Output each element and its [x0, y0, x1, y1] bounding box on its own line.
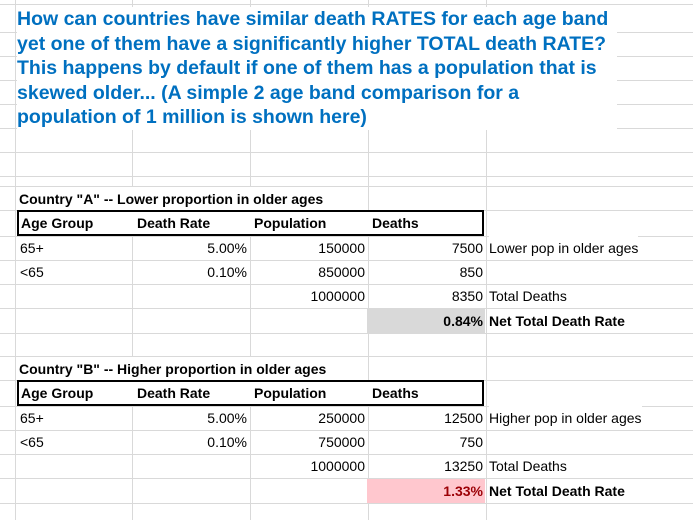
- table-a-row2-age[interactable]: <65: [20, 264, 44, 280]
- table-b-row1-population[interactable]: 250000: [318, 410, 365, 426]
- table-a-header-population[interactable]: Population: [254, 215, 327, 231]
- table-a-row1-population[interactable]: 150000: [318, 240, 365, 256]
- table-a-caption: Country "A" -- Lower proportion in older…: [19, 187, 324, 211]
- table-b-row1-age[interactable]: 65+: [20, 410, 44, 426]
- table-b-total-population[interactable]: 1000000: [310, 458, 365, 474]
- table-a-row2-deaths[interactable]: 850: [459, 264, 483, 280]
- table-a-header-age[interactable]: Age Group: [21, 215, 94, 231]
- table-a-total-population[interactable]: 1000000: [310, 288, 365, 304]
- table-a-net-rate[interactable]: 0.84%: [367, 309, 485, 333]
- table-b-header-rate[interactable]: Death Rate: [137, 385, 211, 401]
- table-a-header-rate[interactable]: Death Rate: [137, 215, 211, 231]
- table-a-row1-deaths[interactable]: 7500: [451, 240, 483, 256]
- table-b-total-deaths-label[interactable]: Total Deaths: [489, 458, 567, 474]
- table-b-total-deaths[interactable]: 13250: [444, 458, 483, 474]
- table-a-header-row: [17, 210, 484, 236]
- table-b-header-age[interactable]: Age Group: [21, 385, 94, 401]
- table-b-row1-note[interactable]: Higher pop in older ages: [489, 406, 642, 430]
- table-a-header-deaths[interactable]: Deaths: [372, 215, 419, 231]
- table-b-row2-deaths[interactable]: 750: [459, 434, 483, 450]
- table-a-row2-population[interactable]: 850000: [318, 264, 365, 280]
- table-a-row1-age[interactable]: 65+: [20, 240, 44, 256]
- table-b-row2-rate[interactable]: 0.10%: [207, 434, 247, 450]
- table-b-row1-rate[interactable]: 5.00%: [207, 410, 247, 426]
- table-b-header-deaths[interactable]: Deaths: [372, 385, 419, 401]
- sheet-title-text: How can countries have similar death RAT…: [17, 7, 617, 130]
- table-b-row2-population[interactable]: 750000: [318, 434, 365, 450]
- table-b-row1-deaths[interactable]: 12500: [444, 410, 483, 426]
- table-a-row1-rate[interactable]: 5.00%: [207, 240, 247, 256]
- table-b-caption: Country "B" -- Higher proportion in olde…: [19, 357, 327, 381]
- table-a-total-deaths[interactable]: 8350: [451, 288, 483, 304]
- table-a-total-deaths-label[interactable]: Total Deaths: [489, 288, 567, 304]
- table-b-header-row: [17, 380, 484, 406]
- table-b-net-rate[interactable]: 1.33%: [367, 479, 485, 503]
- table-a-row2-rate[interactable]: 0.10%: [207, 264, 247, 280]
- table-a-net-rate-label[interactable]: Net Total Death Rate: [489, 313, 625, 329]
- table-b-net-rate-label[interactable]: Net Total Death Rate: [489, 483, 625, 499]
- table-a-row1-note[interactable]: Lower pop in older ages: [489, 236, 639, 260]
- table-b-row2-age[interactable]: <65: [20, 434, 44, 450]
- table-b-header-population[interactable]: Population: [254, 385, 327, 401]
